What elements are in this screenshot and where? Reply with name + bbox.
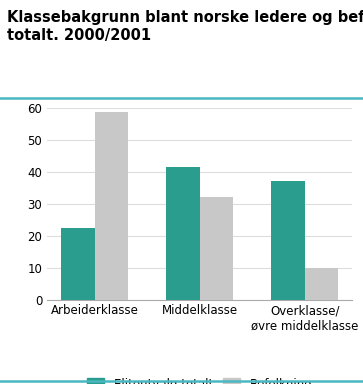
Bar xyxy=(166,167,200,300)
Text: Klassebakgrunn blant norske ledere og befolkningen
totalt. 2000/2001: Klassebakgrunn blant norske ledere og be… xyxy=(7,10,363,43)
Bar xyxy=(305,268,338,300)
Bar xyxy=(61,227,95,300)
Bar xyxy=(271,181,305,300)
Legend: Eliteutvalg totalt, Befolkning: Eliteutvalg totalt, Befolkning xyxy=(87,378,313,384)
Bar xyxy=(200,197,233,300)
Bar xyxy=(95,112,128,300)
